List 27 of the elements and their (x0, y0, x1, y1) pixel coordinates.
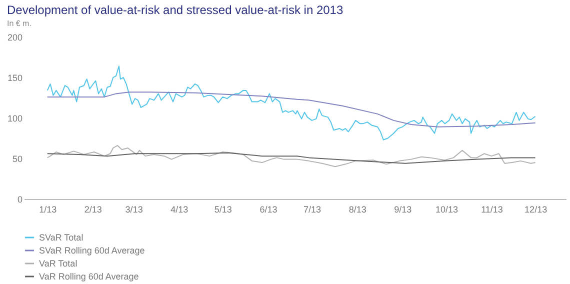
x-tick-label: 11/13 (481, 204, 503, 214)
x-tick-label: 6/13 (260, 204, 278, 214)
x-tick-label: 4/13 (170, 204, 188, 214)
x-tick-label: 7/13 (304, 204, 322, 214)
y-tick-label: 150 (7, 73, 22, 83)
x-tick-label: 8/13 (348, 204, 366, 214)
x-tick-label: 3/13 (125, 204, 143, 214)
x-tick-label: 1/13 (39, 204, 57, 214)
x-tick-label: 9/13 (394, 204, 412, 214)
y-tick-label: 200 (7, 32, 22, 42)
chart-subtitle: In € m. (6, 19, 32, 28)
x-tick-label: 10/13 (435, 204, 458, 214)
x-tick-label: 12/13 (524, 204, 548, 214)
legend-label: SVaR Rolling 60d Average (39, 246, 145, 256)
y-tick-label: 0 (17, 194, 22, 204)
line-series (46, 92, 536, 128)
legend-label: VaR Total (39, 258, 78, 268)
x-tick-label: 2/13 (84, 204, 102, 214)
chart-title: Development of value-at-risk and stressed value-at-risk in 2013 (6, 3, 344, 17)
legend-label: SVaR Total (39, 232, 84, 242)
y-tick-label: 100 (7, 114, 22, 124)
line-series (46, 152, 536, 164)
y-tick-label: 50 (12, 154, 22, 164)
line-series (46, 145, 536, 168)
x-tick-label: 5/13 (214, 204, 232, 214)
line-series (46, 66, 536, 140)
legend-label: VaR Rolling 60d Average (39, 272, 139, 282)
